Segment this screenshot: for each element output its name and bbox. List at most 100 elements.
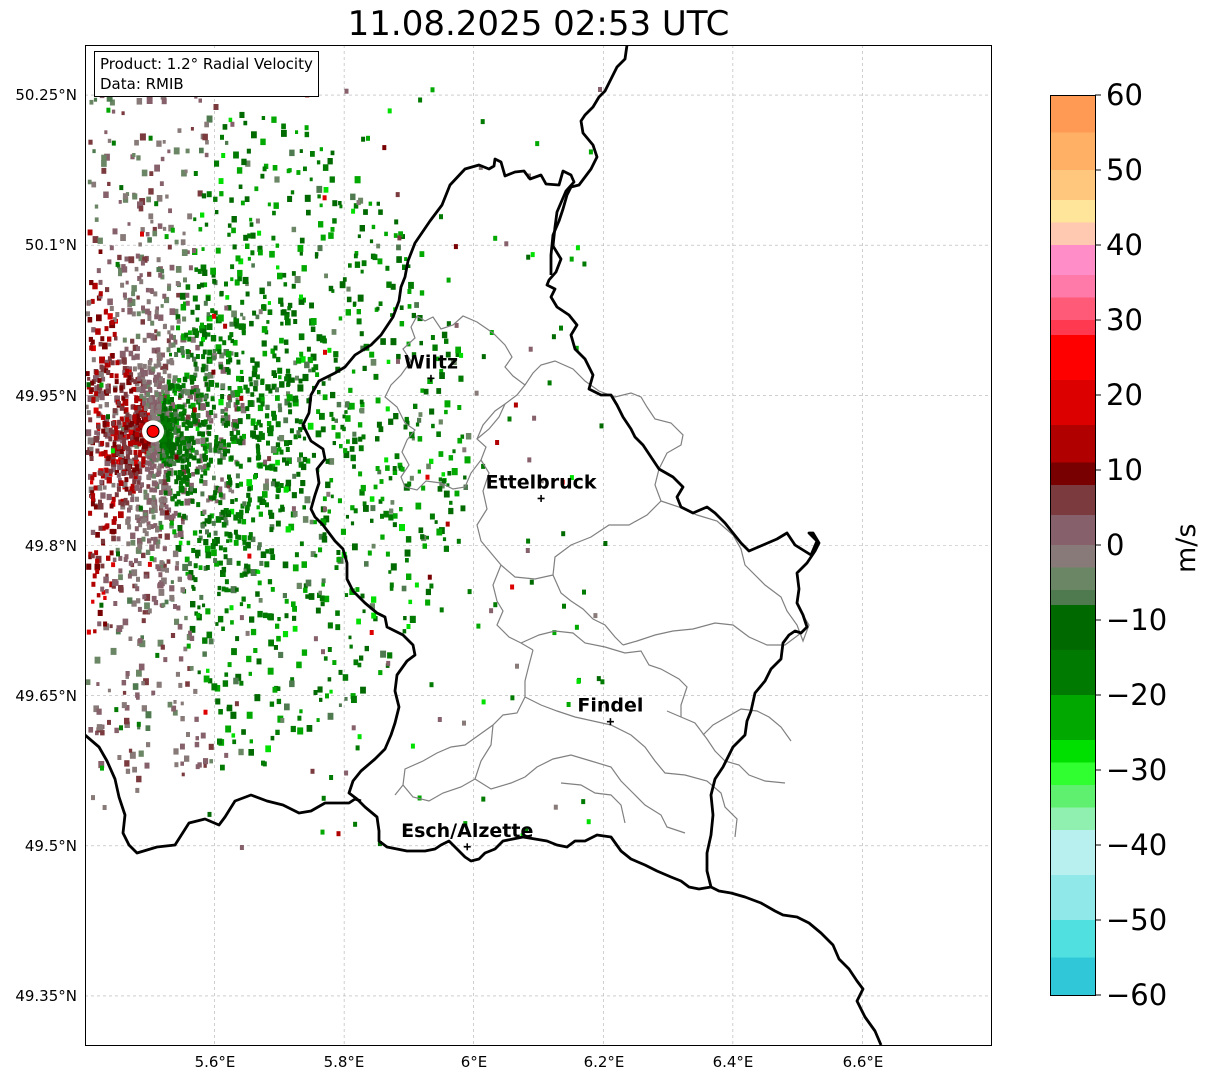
echo-cell: [95, 569, 100, 574]
echo-cell: [238, 748, 244, 756]
echo-cell: [141, 681, 145, 686]
echo-cell: [220, 134, 224, 140]
echo-cell: [525, 548, 530, 553]
echo-cell: [103, 485, 107, 490]
echo-cell: [336, 831, 341, 837]
echo-cell: [317, 245, 323, 252]
echo-cell: [219, 191, 224, 197]
echo-cell: [250, 628, 257, 636]
echo-cell: [289, 428, 294, 434]
echo-cell: [165, 430, 170, 436]
echo-cell: [260, 401, 265, 407]
echo-cell: [137, 405, 142, 411]
echo-cell: [116, 486, 121, 492]
echo-cell: [339, 204, 343, 209]
echo-cell: [306, 725, 313, 732]
echo-cell: [170, 417, 175, 423]
echo-cell: [403, 424, 408, 430]
echo-cell: [280, 321, 284, 326]
echo-cell: [178, 470, 182, 475]
echo-cell: [448, 507, 454, 515]
echo-cell: [301, 265, 307, 272]
echo-cell: [127, 524, 132, 530]
echo-cell: [458, 375, 464, 382]
echo-cell: [134, 454, 139, 460]
echo-cell: [159, 524, 164, 530]
echo-cell: [444, 400, 451, 408]
echo-cell: [187, 443, 192, 449]
echo-cell: [102, 420, 107, 426]
echo-cell: [380, 513, 384, 519]
echo-cell: [380, 534, 385, 540]
echo-cell: [346, 286, 351, 292]
echo-cell: [218, 492, 223, 498]
echo-cell: [234, 701, 239, 707]
echo-cell: [319, 697, 323, 702]
echo-cell: [235, 399, 240, 405]
echo-cell: [313, 364, 319, 371]
echo-cell: [299, 251, 303, 256]
echo-cell: [98, 404, 103, 409]
echo-cell: [168, 405, 173, 411]
map-title: 11.08.2025 02:53 UTC: [347, 4, 730, 44]
commune-boundary: [402, 778, 476, 802]
echo-cell: [284, 703, 290, 711]
echo-cell: [390, 563, 397, 571]
echo-cell: [204, 152, 209, 158]
echo-cell: [363, 209, 368, 215]
echo-cell: [251, 131, 257, 139]
echo-cell: [224, 415, 229, 421]
echo-cell: [323, 506, 327, 512]
echo-cell: [109, 306, 114, 311]
echo-cell: [200, 491, 205, 497]
echo-cell: [160, 644, 165, 650]
echo-cell: [421, 485, 426, 491]
echo-cell: [101, 428, 106, 434]
echo-cell: [253, 385, 258, 392]
echo-cell: [406, 624, 411, 629]
commune-boundary: [552, 500, 662, 646]
echo-cell: [238, 513, 244, 520]
echo-cell: [111, 529, 116, 535]
echo-cell: [152, 399, 157, 405]
echo-cell: [279, 381, 285, 388]
echo-cell: [574, 624, 579, 630]
echo-cell: [292, 605, 297, 612]
echo-cell: [152, 463, 157, 469]
echo-cell: [320, 234, 326, 241]
echo-cell: [206, 323, 213, 330]
echo-cell: [437, 717, 442, 722]
echo-cell: [185, 681, 190, 687]
echo-cell: [86, 629, 91, 635]
echo-cell: [119, 405, 124, 411]
echo-cell: [448, 455, 454, 461]
echo-cell: [116, 551, 120, 557]
echo-cell: [177, 128, 182, 133]
echo-cell: [406, 573, 412, 580]
echo-cell: [172, 461, 177, 467]
echo-cell: [348, 263, 352, 268]
echo-cell: [128, 256, 135, 264]
echo-cell: [419, 251, 425, 257]
map-frame[interactable]: Wiltz Ettelbruck Findel Esch/Alzette Produc…: [85, 45, 992, 1046]
echo-cell: [225, 295, 230, 300]
echo-cell: [158, 272, 163, 278]
echo-cell: [304, 496, 311, 504]
echo-cell: [246, 414, 251, 420]
echo-cell: [268, 388, 273, 394]
echo-cell: [294, 276, 301, 284]
echo-cell: [178, 540, 183, 545]
echo-cell: [119, 185, 124, 191]
echo-cell: [217, 458, 223, 465]
echo-cell: [202, 328, 207, 334]
echo-cell: [415, 502, 422, 510]
echo-cell: [88, 417, 93, 423]
echo-cell: [112, 331, 117, 337]
echo-cell: [157, 223, 163, 229]
echo-cell: [375, 397, 381, 404]
echo-cell: [86, 311, 90, 317]
echo-cell: [291, 506, 296, 512]
echo-cell: [123, 391, 128, 397]
echo-cell: [132, 153, 136, 158]
